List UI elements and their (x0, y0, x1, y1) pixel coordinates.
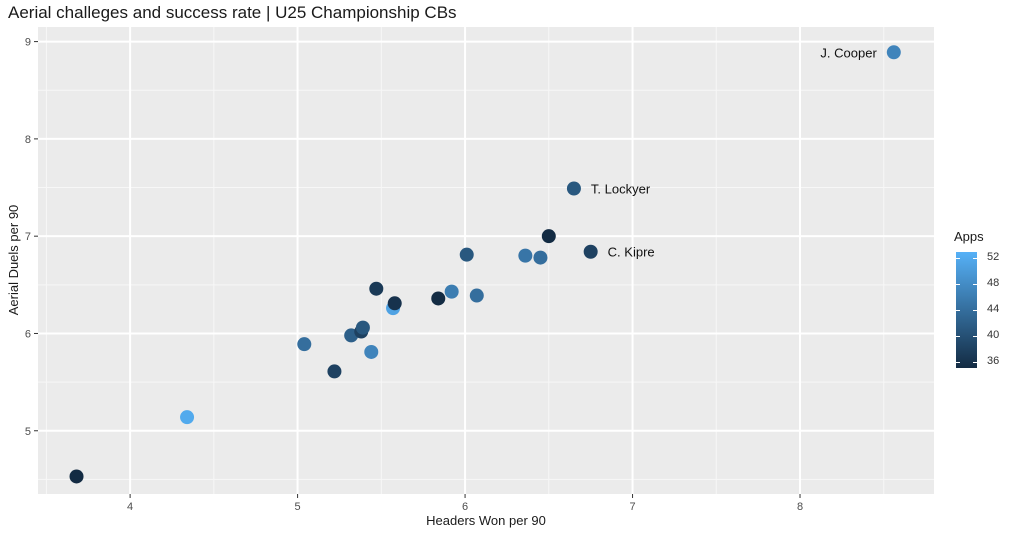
legend-tick-label: 44 (987, 303, 1000, 315)
data-point (444, 284, 459, 299)
x-tick-label: 8 (797, 501, 803, 513)
data-point (180, 410, 195, 425)
x-tick-label: 6 (462, 501, 468, 513)
legend-tick-label: 48 (987, 277, 1000, 290)
legend-title: Apps (954, 229, 984, 244)
legend-tick-mark (956, 284, 960, 286)
legend-tick-label: 52 (987, 251, 1000, 264)
data-point (469, 288, 484, 303)
data-points (69, 45, 901, 484)
legend-tick-mark (973, 258, 977, 260)
point-label: C. Kipre (608, 245, 655, 260)
legend-tick-mark (973, 361, 977, 363)
legend-tick-mark (956, 361, 960, 363)
x-axis-label: Headers Won per 90 (426, 513, 546, 528)
data-point (533, 250, 548, 265)
point-label: J. Cooper (820, 45, 877, 60)
data-point (459, 247, 474, 262)
color-legend: Apps 36 40 44 48 52 (954, 229, 1014, 368)
legend-tick-mark (956, 258, 960, 260)
data-point (566, 181, 581, 196)
data-point (886, 45, 901, 60)
data-point (387, 296, 402, 311)
axis-ticks: 4 5 6 7 8 5 6 7 8 9 (25, 37, 803, 513)
data-point (431, 291, 446, 306)
y-axis-label: Aerial Duels per 90 (6, 205, 21, 316)
legend-tick-label: 36 (987, 354, 1000, 367)
legend-gradient-bar (956, 252, 977, 368)
chart-title: Aerial challeges and success rate | U25 … (8, 3, 457, 22)
y-tick-label: 8 (25, 134, 31, 146)
data-point (297, 337, 312, 352)
point-label: T. Lockyer (591, 182, 651, 197)
x-tick-label: 7 (629, 501, 635, 513)
data-point (583, 244, 598, 259)
y-tick-label: 9 (25, 37, 31, 49)
data-point (355, 320, 370, 335)
x-tick-label: 4 (127, 501, 133, 513)
legend-tick-mark (973, 310, 977, 311)
legend-tick-mark (956, 335, 960, 337)
data-point (518, 248, 533, 263)
legend-tick-mark (973, 284, 977, 286)
x-tick-label: 5 (295, 501, 301, 513)
point-labels: T. Lockyer C. Kipre J. Cooper (591, 45, 878, 259)
y-tick-label: 6 (25, 328, 31, 340)
data-point (69, 469, 84, 484)
data-point (541, 229, 556, 244)
legend-tick-mark (973, 335, 977, 337)
grid-lines (38, 27, 934, 494)
data-point (369, 281, 384, 296)
y-tick-label: 5 (25, 426, 31, 438)
legend-tick-mark (956, 310, 960, 311)
legend-tick-label: 40 (987, 328, 1000, 341)
data-point (364, 344, 379, 359)
data-point (327, 364, 342, 379)
y-tick-label: 7 (25, 231, 31, 243)
